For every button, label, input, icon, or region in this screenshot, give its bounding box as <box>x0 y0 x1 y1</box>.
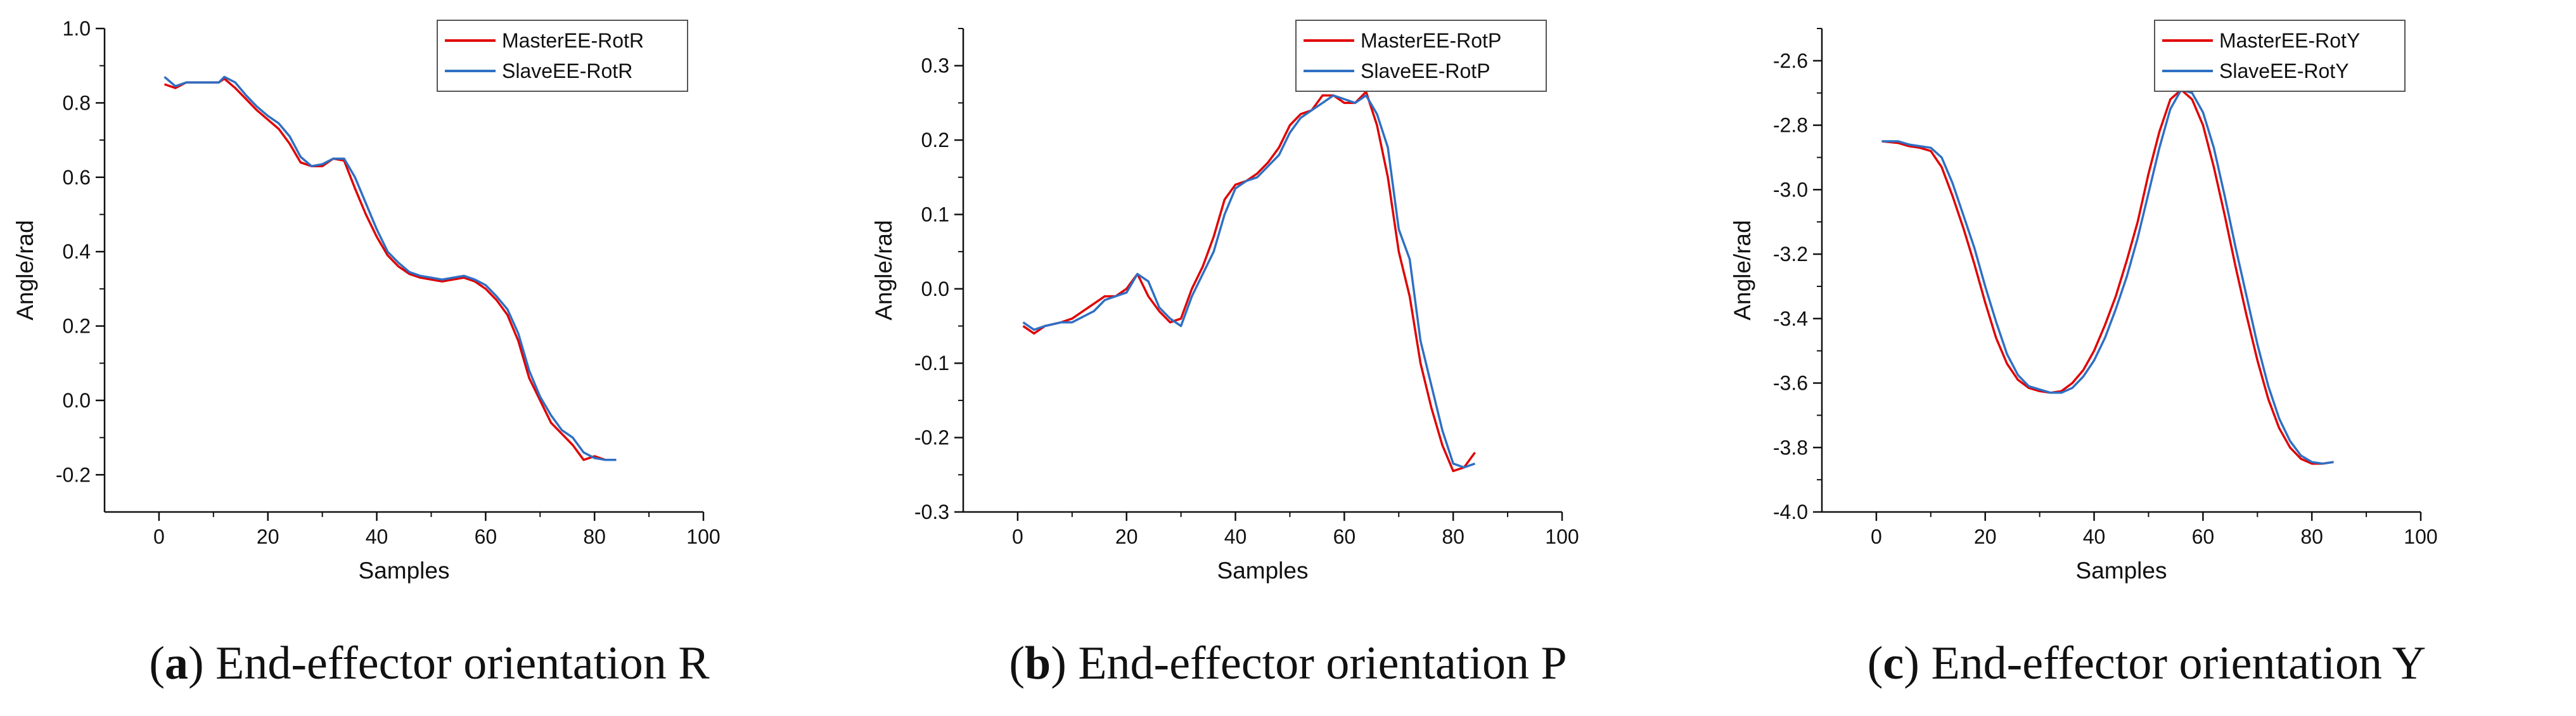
y-axis-label: Angle/rad <box>871 220 897 320</box>
x-tick-label: 20 <box>257 525 279 548</box>
series-line-slave <box>1022 94 1476 469</box>
x-axis-label: Samples <box>2076 558 2167 584</box>
x-tick-label: 40 <box>1224 525 1247 548</box>
legend-label-master: MasterEE-RotR <box>502 29 644 52</box>
y-tick-label: 0.2 <box>921 129 949 151</box>
x-tick-label: 40 <box>366 525 388 548</box>
series-line-master <box>1022 91 1476 473</box>
legend-label-slave: SlaveEE-RotY <box>2219 60 2349 82</box>
y-axis-label: Angle/rad <box>1729 220 1755 320</box>
y-tick-label: -4.0 <box>1773 501 1808 523</box>
series-line-slave <box>1881 88 2334 465</box>
legend-label-master: MasterEE-RotP <box>1361 29 1501 52</box>
y-tick-label: -0.2 <box>914 426 949 449</box>
y-axis-label: Angle/rad <box>12 220 38 320</box>
series-line-master <box>163 77 617 461</box>
legend-label-master: MasterEE-RotY <box>2219 29 2360 52</box>
x-tick-label: 100 <box>2404 525 2437 548</box>
caption-b-letter: b <box>1025 637 1051 689</box>
x-tick-label: 80 <box>2300 525 2323 548</box>
y-tick-label: -3.2 <box>1773 243 1808 265</box>
y-tick-label: 0.8 <box>63 91 91 114</box>
x-tick-label: 60 <box>2192 525 2215 548</box>
y-tick-label: -0.2 <box>56 463 91 486</box>
y-tick-label: -3.0 <box>1773 178 1808 201</box>
legend-box <box>2154 20 2406 92</box>
x-tick-label: 0 <box>1012 525 1023 548</box>
caption-b-text: End-effector orientation P <box>1078 637 1567 689</box>
y-tick-label: -3.6 <box>1773 372 1808 395</box>
y-tick-label: 0.2 <box>63 315 91 338</box>
x-axis-label: Samples <box>359 558 450 584</box>
y-tick-label: -0.3 <box>914 501 949 523</box>
caption-c: (c) End-effector orientation Y <box>1867 637 2426 689</box>
x-tick-label: 80 <box>1442 525 1464 548</box>
y-tick-label: 0.3 <box>921 54 949 77</box>
chart-c: 0 20 40 60 80 100 -4.0 -3.8 -3.6 -3.4 -3.2 -3.0 -2.8… <box>1729 20 2438 584</box>
caption-c-text: End-effector orientation Y <box>1931 637 2426 689</box>
x-tick-label: 80 <box>583 525 606 548</box>
y-tick-label: 0.6 <box>63 166 91 189</box>
x-tick-label: 60 <box>475 525 497 548</box>
chart-a: 0 20 40 60 80 100 -0.2 0.0 0.2 0.4 0.6 0.8 1.0 Sample… <box>12 17 721 584</box>
legend-label-slave: SlaveEE-RotP <box>1361 60 1490 82</box>
series-line-master <box>1881 88 2334 465</box>
y-tick-label: 0.4 <box>63 240 91 263</box>
y-tick-label: 0.0 <box>63 389 91 412</box>
legend-box <box>1295 20 1547 92</box>
y-tick-label: -2.6 <box>1773 49 1808 72</box>
caption-a-text: End-effector orientation R <box>215 637 710 689</box>
y-tick-label: -0.1 <box>914 352 949 374</box>
chart-b: 0 20 40 60 80 100 -0.3 -0.2 -0.1 0.0 0.1 0.2 0.3 Samp… <box>871 20 1579 584</box>
x-tick-label: 100 <box>686 525 720 548</box>
caption-a-letter: a <box>165 637 189 689</box>
caption-a: (a) End-effector orientation R <box>149 637 710 689</box>
x-tick-label: 0 <box>153 525 165 548</box>
panel-b: 0 20 40 60 80 100 -0.3 -0.2 -0.1 0.0 0.1 0.2 0.3 Samp… <box>859 0 1717 716</box>
x-tick-label: 100 <box>1545 525 1579 548</box>
x-axis-label: Samples <box>1217 558 1309 584</box>
caption-c-letter: c <box>1883 637 1904 689</box>
x-tick-label: 20 <box>1115 525 1138 548</box>
y-tick-label: 0.1 <box>921 203 949 226</box>
y-tick-label: -2.8 <box>1773 114 1808 137</box>
y-tick-label: 0.0 <box>921 278 949 300</box>
panel-a: 0 20 40 60 80 100 -0.2 0.0 0.2 0.4 0.6 0.8 1.0 Sample… <box>0 0 859 716</box>
legend-label-slave: SlaveEE-RotR <box>502 60 632 82</box>
caption-b: (b) End-effector orientation P <box>1009 637 1567 689</box>
x-tick-label: 60 <box>1333 525 1356 548</box>
x-tick-label: 20 <box>1974 525 1997 548</box>
y-tick-label: -3.4 <box>1773 307 1808 330</box>
x-tick-label: 40 <box>2083 525 2106 548</box>
series-line-slave <box>163 75 617 461</box>
y-tick-label: 1.0 <box>63 17 91 40</box>
y-tick-label: -3.8 <box>1773 436 1808 459</box>
panel-c: 0 20 40 60 80 100 -4.0 -3.8 -3.6 -3.4 -3.2 -3.0 -2.8… <box>1717 0 2576 716</box>
x-tick-label: 0 <box>1871 525 1882 548</box>
legend-box <box>437 20 688 92</box>
